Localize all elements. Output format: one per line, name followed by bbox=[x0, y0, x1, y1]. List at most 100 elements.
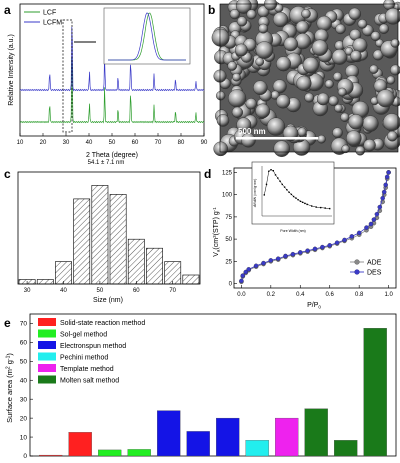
surface-area-bar bbox=[334, 440, 358, 457]
pore-inset-point bbox=[295, 197, 297, 199]
surface-area-bar bbox=[363, 328, 387, 457]
legend-swatch-method bbox=[38, 375, 56, 384]
histogram-bar bbox=[182, 274, 200, 285]
isotherm-point-des bbox=[246, 267, 251, 272]
xrd-y-label: Relative Intensity (a.u.) bbox=[8, 34, 15, 106]
pore-inset-point bbox=[290, 193, 293, 196]
xrd-x-tick-label: 20 bbox=[40, 140, 47, 146]
scale-bar-label: 500 nm bbox=[238, 127, 266, 136]
xrd-line-lcf bbox=[19, 57, 205, 124]
histogram-bar bbox=[36, 279, 54, 285]
pore-inset-point bbox=[277, 177, 279, 179]
isotherm-y-tick-label: 0 bbox=[229, 282, 233, 288]
sem-grain bbox=[316, 15, 332, 32]
isotherm-point-des bbox=[305, 248, 310, 253]
sem-grain bbox=[369, 64, 379, 74]
sem-grain bbox=[362, 115, 379, 132]
sem-grain bbox=[245, 98, 257, 110]
surface-area-chart: 0 10 20 30 40 50 60 70 Surface area (m2 g-1) So… bbox=[5, 313, 397, 460]
sem-grain bbox=[231, 106, 244, 118]
isotherm-point-des bbox=[371, 217, 377, 222]
sem-grain bbox=[215, 90, 226, 101]
sem-grain bbox=[232, 72, 241, 82]
sem-grain bbox=[296, 75, 312, 91]
isotherm-point-des bbox=[239, 278, 244, 284]
sem-grain bbox=[348, 7, 361, 21]
legend-swatch-method bbox=[38, 318, 56, 326]
pore-inset-point bbox=[329, 207, 331, 210]
surface-area-plot-frame bbox=[29, 313, 397, 457]
isotherm-x-tick-label: 0.4 bbox=[296, 292, 305, 298]
isotherm-point-des bbox=[342, 237, 347, 243]
xrd-x-label: 2 Theta (degree) bbox=[86, 152, 138, 159]
isotherm-point-des bbox=[386, 170, 391, 175]
sem-grain bbox=[236, 16, 248, 27]
legend-label-ade: ADE bbox=[367, 260, 382, 267]
sem-grain bbox=[304, 92, 315, 103]
xrd-legend: LCF LCFM bbox=[24, 10, 62, 27]
sem-grain bbox=[255, 41, 274, 59]
sem-grain bbox=[266, 117, 286, 136]
sem-grain bbox=[340, 112, 350, 122]
pore-inset-point bbox=[268, 170, 270, 172]
isotherm-x-tick-label: 0.6 bbox=[326, 292, 335, 298]
xrd-x-tick-label: 70 bbox=[155, 140, 162, 146]
histogram-x-tick-label: 40 bbox=[60, 288, 67, 294]
sem-grain bbox=[386, 75, 396, 85]
sem-grain bbox=[334, 104, 343, 113]
isotherm-y-tick-label: 25 bbox=[225, 259, 232, 265]
legend-label-method: Molten salt method bbox=[60, 377, 119, 384]
isotherm-point-des bbox=[377, 204, 383, 210]
sem-grain bbox=[317, 134, 326, 144]
sem-grain bbox=[235, 0, 252, 14]
isotherm-point-des bbox=[381, 189, 387, 195]
isotherm-legend: ADE DES bbox=[350, 259, 382, 277]
histogram-x-tick-label: 70 bbox=[169, 288, 176, 294]
histogram-bars bbox=[18, 185, 200, 285]
legend-marker-des bbox=[354, 269, 360, 275]
xrd-x-tick-label: 90 bbox=[201, 140, 208, 146]
pore-inset-point bbox=[270, 169, 272, 171]
surface-area-y-tick-label: 0 bbox=[23, 453, 27, 460]
histogram-bar bbox=[91, 185, 109, 285]
pore-inset-point bbox=[281, 183, 283, 186]
isotherm-y-tick-label: 50 bbox=[225, 237, 232, 243]
legend-label-method: Pechini method bbox=[60, 354, 108, 361]
isotherm-y-label: Va(cm3(STP) g-1 bbox=[212, 207, 221, 257]
isotherm-x-tick-label: 0.8 bbox=[355, 292, 364, 298]
isotherm-series bbox=[239, 170, 391, 285]
xrd-chart: 10 20 30 40 50 60 70 80 90 2 Theta (degree) Rela… bbox=[8, 3, 208, 159]
xrd-zoom-inset bbox=[103, 7, 191, 65]
surface-area-bar bbox=[186, 431, 210, 457]
isotherm-point-des bbox=[312, 246, 318, 252]
sem-grain bbox=[316, 92, 330, 106]
sem-grain bbox=[302, 56, 319, 74]
sem-grain bbox=[311, 39, 329, 56]
pore-inset-point bbox=[286, 189, 288, 191]
sem-grain bbox=[363, 138, 376, 152]
sem-grain bbox=[301, 9, 311, 19]
sem-grain bbox=[376, 89, 395, 108]
pore-inset-point bbox=[304, 202, 306, 205]
pore-inset-x-label: Pore Width (nm) bbox=[280, 229, 305, 233]
panel-label-d: d bbox=[204, 167, 211, 181]
pore-inset-point bbox=[297, 199, 299, 201]
sem-grain bbox=[337, 87, 347, 97]
sem-grain bbox=[295, 20, 310, 34]
legend-label-method: Template method bbox=[60, 366, 114, 373]
sem-grain bbox=[272, 11, 289, 28]
legend-swatch-method bbox=[38, 364, 56, 372]
sem-micrograph: 500 nm bbox=[211, 0, 400, 157]
pore-inset-point bbox=[301, 201, 304, 203]
histogram-plot-frame bbox=[17, 171, 201, 285]
surface-area-y-tick-label: 30 bbox=[20, 396, 28, 403]
xrd-inset-line-lcfm bbox=[108, 12, 186, 61]
histogram-bar bbox=[55, 261, 72, 285]
isotherm-point-des bbox=[368, 221, 374, 227]
legend-swatch-method bbox=[38, 341, 56, 349]
isotherm-point-des bbox=[275, 256, 281, 261]
pore-inset-point bbox=[263, 194, 265, 196]
sem-grain bbox=[241, 132, 256, 148]
sem-grain bbox=[384, 8, 400, 25]
